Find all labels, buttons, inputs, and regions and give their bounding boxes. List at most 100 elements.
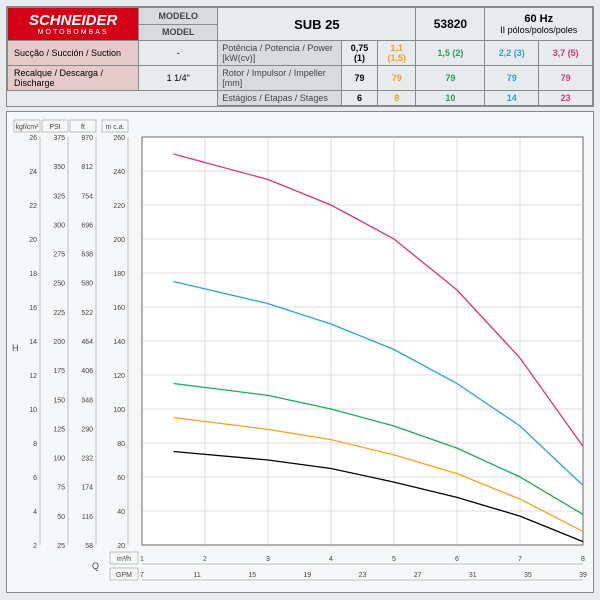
svg-text:15: 15 [248, 572, 256, 579]
svg-text:11: 11 [193, 572, 200, 579]
svg-text:24: 24 [29, 169, 37, 176]
svg-text:27: 27 [414, 572, 422, 579]
svg-text:464: 464 [81, 339, 93, 346]
model-label-pt: MODELO [139, 8, 218, 25]
svg-text:150: 150 [53, 397, 65, 404]
svg-text:200: 200 [53, 339, 65, 346]
svg-text:6: 6 [33, 475, 37, 482]
svg-text:250: 250 [53, 281, 65, 288]
rotor-row-label: Rotor / Impulsor / Impeller [mm] [218, 66, 342, 91]
s2-power: 1,5 (2) [416, 41, 485, 66]
header-table: SCHNEIDER MOTOBOMBAS MODELO SUB 25 53820… [7, 7, 593, 106]
svg-text:116: 116 [82, 514, 93, 521]
s0-stages: 6 [341, 91, 377, 106]
svg-text:4: 4 [329, 556, 333, 563]
svg-text:1: 1 [140, 556, 144, 563]
svg-text:80: 80 [117, 441, 125, 448]
svg-text:10: 10 [29, 407, 37, 414]
svg-text:39: 39 [579, 572, 587, 579]
svg-text:26: 26 [29, 135, 37, 142]
svg-text:22: 22 [29, 203, 37, 210]
svg-text:12: 12 [29, 373, 37, 380]
svg-text:220: 220 [113, 203, 125, 210]
brand-logo: SCHNEIDER MOTOBOMBAS [8, 8, 138, 40]
s1-stages: 8 [378, 91, 416, 106]
svg-text:PSI: PSI [49, 124, 60, 131]
s0-rotor: 79 [341, 66, 377, 91]
code-value: 53820 [416, 8, 485, 41]
svg-text:348: 348 [81, 397, 93, 404]
svg-text:7: 7 [518, 556, 522, 563]
s2-stages: 10 [416, 91, 485, 106]
poles-value: II pólos/polos/poles [489, 25, 588, 35]
chart-area: kgf/cm²2468101214161820222426PSI25507510… [6, 111, 594, 593]
svg-text:225: 225 [53, 310, 65, 317]
hz-value: 60 Hz [489, 13, 588, 25]
s2-rotor: 79 [416, 66, 485, 91]
svg-text:2: 2 [203, 556, 207, 563]
svg-text:406: 406 [81, 368, 93, 375]
svg-text:754: 754 [81, 193, 93, 200]
svg-text:16: 16 [29, 305, 37, 312]
svg-text:100: 100 [113, 407, 125, 414]
svg-text:696: 696 [81, 222, 93, 229]
svg-text:20: 20 [117, 543, 125, 550]
s0-power: 0,75 (1) [341, 41, 377, 66]
svg-text:522: 522 [81, 310, 93, 317]
svg-text:23: 23 [359, 572, 367, 579]
svg-text:180: 180 [113, 271, 125, 278]
svg-text:14: 14 [29, 339, 37, 346]
svg-text:200: 200 [113, 237, 125, 244]
s1-rotor: 79 [378, 66, 416, 91]
svg-text:58: 58 [85, 543, 93, 550]
s4-stages: 23 [539, 91, 593, 106]
svg-text:580: 580 [81, 281, 93, 288]
svg-text:638: 638 [81, 252, 93, 259]
svg-text:7: 7 [140, 572, 144, 579]
svg-text:2: 2 [33, 543, 37, 550]
pump-curve-chart: kgf/cm²2468101214161820222426PSI25507510… [7, 112, 593, 590]
s4-power: 3,7 (5) [539, 41, 593, 66]
svg-text:160: 160 [113, 305, 125, 312]
svg-text:4: 4 [33, 509, 37, 516]
svg-text:325: 325 [53, 193, 65, 200]
svg-text:m c.a.: m c.a. [105, 124, 124, 131]
svg-text:40: 40 [117, 509, 125, 516]
model-label-en: MODEL [139, 24, 218, 41]
svg-text:870: 870 [81, 135, 93, 142]
svg-text:ft: ft [81, 124, 85, 131]
svg-text:375: 375 [53, 135, 65, 142]
svg-text:8: 8 [581, 556, 585, 563]
suction-label: Sucção / Succión / Suction [8, 41, 139, 66]
s1-power: 1,1 (1,5) [378, 41, 416, 66]
svg-text:140: 140 [113, 339, 125, 346]
svg-text:3: 3 [266, 556, 270, 563]
svg-text:174: 174 [81, 485, 93, 492]
discharge-label: Recalque / Descarga / Discharge [8, 66, 139, 91]
svg-text:120: 120 [113, 373, 125, 380]
svg-text:240: 240 [113, 169, 125, 176]
svg-text:350: 350 [53, 164, 65, 171]
svg-text:6: 6 [455, 556, 459, 563]
svg-text:H: H [12, 343, 19, 353]
suction-value: - [139, 41, 218, 66]
svg-text:275: 275 [53, 252, 65, 259]
svg-text:5: 5 [392, 556, 396, 563]
svg-text:232: 232 [81, 456, 93, 463]
svg-text:125: 125 [53, 426, 65, 433]
svg-text:8: 8 [33, 441, 37, 448]
svg-text:175: 175 [53, 368, 65, 375]
svg-text:35: 35 [524, 572, 532, 579]
svg-text:31: 31 [469, 572, 477, 579]
discharge-value: 1 1/4" [139, 66, 218, 91]
svg-text:25: 25 [57, 543, 65, 550]
svg-text:m³/h: m³/h [117, 556, 131, 563]
svg-text:75: 75 [57, 485, 65, 492]
s3-power: 2,2 (3) [485, 41, 539, 66]
svg-text:60: 60 [117, 475, 125, 482]
svg-text:260: 260 [113, 135, 125, 142]
s3-stages: 14 [485, 91, 539, 106]
svg-text:300: 300 [53, 222, 65, 229]
svg-text:18: 18 [29, 271, 37, 278]
svg-text:19: 19 [303, 572, 311, 579]
